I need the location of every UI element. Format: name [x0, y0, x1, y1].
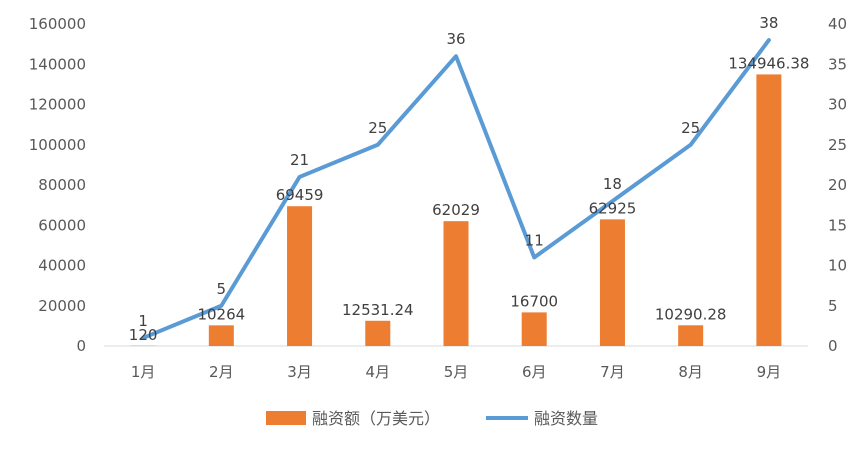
line-data-label: 25 — [681, 119, 700, 137]
line-data-label: 1 — [138, 312, 148, 330]
bar — [678, 325, 704, 346]
line-data-label: 18 — [603, 175, 622, 193]
bar — [208, 325, 234, 346]
y-left-tick-label: 100000 — [29, 136, 86, 154]
line-series — [141, 38, 771, 340]
x-tick-label: 9月 — [757, 363, 782, 381]
bar-data-label: 10264 — [197, 305, 245, 323]
x-tick-label: 8月 — [678, 363, 703, 381]
bar-data-label: 62029 — [432, 201, 480, 219]
y-left-tick-label: 40000 — [38, 257, 86, 275]
y-right-tick-label: 40 — [828, 15, 847, 33]
line-data-label: 36 — [446, 30, 465, 48]
legend-label-line: 融资数量 — [534, 409, 598, 428]
bar — [365, 320, 391, 346]
x-tick-label: 7月 — [600, 363, 625, 381]
y-left-tick-label: 120000 — [29, 96, 86, 114]
legend-swatch-bar — [266, 411, 306, 425]
y-right-tick-label: 25 — [828, 136, 847, 154]
y-left-tick-label: 20000 — [38, 297, 86, 315]
x-tick-label: 1月 — [131, 363, 156, 381]
x-tick-label: 4月 — [366, 363, 391, 381]
legend: 融资额（万美元） 融资数量 — [266, 409, 598, 428]
bar-data-label: 69459 — [276, 186, 324, 204]
x-tick-label: 2月 — [209, 363, 234, 381]
y-left-tick-label: 140000 — [29, 55, 86, 73]
y-left-tick-label: 60000 — [38, 216, 86, 234]
bar-data-labels: 120 10264 69459 12531.24 62029 16700 62925 1029… — [129, 54, 810, 343]
bar-series — [130, 74, 782, 346]
y-left-tick-label: 80000 — [38, 176, 86, 194]
y-right-tick-label: 30 — [828, 96, 847, 114]
y-right-tick-label: 10 — [828, 257, 847, 275]
line-data-label: 38 — [759, 14, 778, 32]
line-data-label: 5 — [217, 280, 227, 298]
y-axis-right: 0 5 10 15 20 25 30 35 40 — [828, 15, 847, 355]
line-path — [141, 38, 771, 340]
y-left-tick-label: 160000 — [29, 15, 86, 33]
bar-data-label: 16700 — [510, 292, 558, 310]
bar — [443, 221, 469, 346]
line-data-label: 25 — [368, 119, 387, 137]
x-tick-label: 3月 — [287, 363, 312, 381]
bar-data-label: 62925 — [589, 199, 637, 217]
bar — [521, 312, 547, 346]
y-right-tick-label: 35 — [828, 55, 847, 73]
bar — [287, 206, 313, 346]
x-tick-label: 6月 — [522, 363, 547, 381]
y-left-tick-label: 0 — [76, 337, 86, 355]
x-axis-ticks: 1月 2月 3月 4月 5月 6月 7月 8月 9月 — [131, 363, 781, 381]
x-tick-label: 5月 — [444, 363, 469, 381]
y-right-tick-label: 5 — [828, 297, 838, 315]
y-right-tick-label: 0 — [828, 337, 838, 355]
bar-data-label: 10290.28 — [655, 305, 727, 323]
bar-data-label: 134946.38 — [728, 54, 809, 72]
bar-data-label: 12531.24 — [342, 301, 414, 319]
legend-label-bar: 融资额（万美元） — [312, 409, 440, 428]
bar-data-label: 120 — [129, 326, 158, 344]
y-axis-left: 0 20000 40000 60000 80000 100000 120000 140000 1… — [29, 15, 86, 355]
line-data-label: 11 — [525, 231, 544, 249]
bar — [756, 74, 782, 346]
line-data-labels: 1 5 21 25 36 11 18 25 38 — [138, 14, 778, 330]
y-right-tick-label: 20 — [828, 176, 847, 194]
line-data-label: 21 — [290, 151, 309, 169]
y-right-tick-label: 15 — [828, 216, 847, 234]
bar — [599, 219, 625, 346]
